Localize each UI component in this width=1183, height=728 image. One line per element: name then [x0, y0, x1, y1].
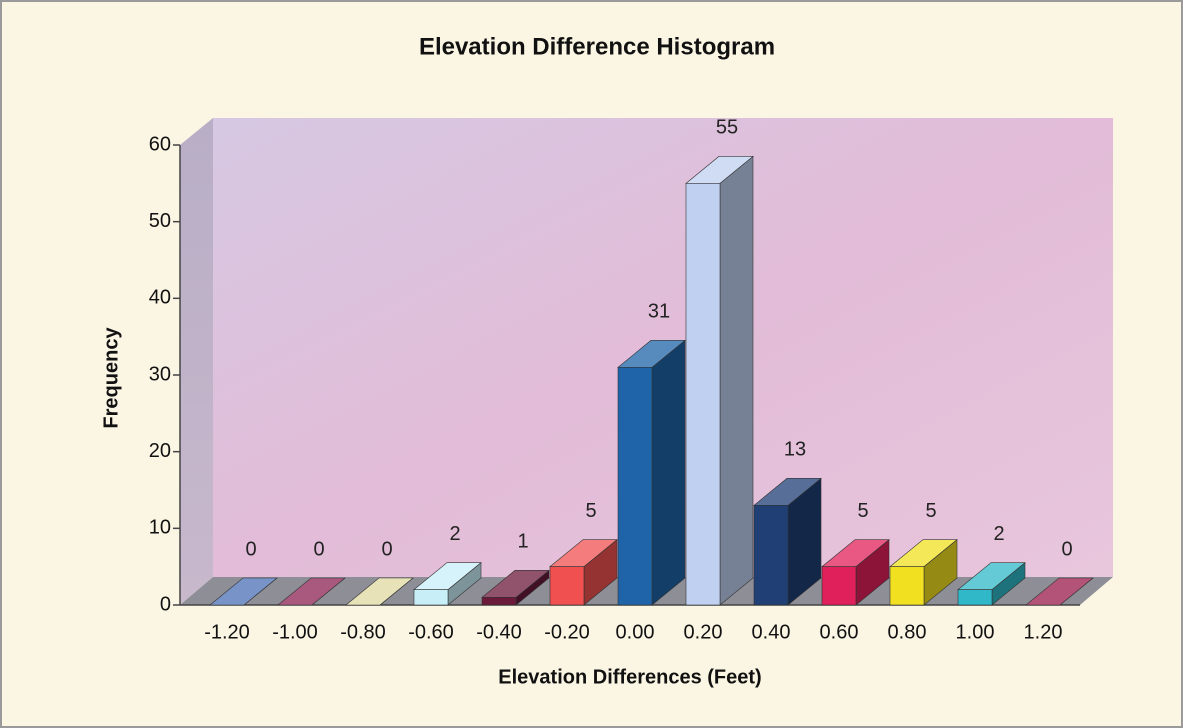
bar	[481, 597, 517, 606]
y-tick-label: 10	[149, 517, 171, 539]
chart-title: Elevation Difference Histogram	[419, 33, 775, 60]
y-tick-label: 50	[149, 210, 171, 232]
bar-side	[651, 339, 686, 606]
x-axis-title: Elevation Differences (Feet)	[498, 666, 761, 688]
y-tick-label: 60	[149, 133, 171, 155]
data-label: 0	[1061, 538, 1072, 560]
data-label: 1	[517, 531, 528, 553]
y-tick-label: 20	[149, 440, 171, 462]
x-tick-label: -0.40	[476, 621, 522, 643]
y-axis-title: Frequency	[100, 327, 122, 429]
x-tick-label: -0.80	[340, 621, 386, 643]
bar	[753, 505, 789, 606]
x-tick-label: 1.20	[1024, 621, 1063, 643]
x-tick-label: -0.20	[544, 621, 590, 643]
x-tick-label: 0.60	[820, 621, 859, 643]
data-label: 0	[245, 538, 256, 560]
data-label: 5	[585, 500, 596, 522]
x-tick-label: 0.00	[616, 621, 655, 643]
bar	[821, 566, 857, 606]
bar	[957, 589, 993, 606]
x-tick-label: 0.40	[752, 621, 791, 643]
bar	[685, 183, 721, 606]
x-tick-label: 1.00	[956, 621, 995, 643]
x-tick-label: -0.60	[408, 621, 454, 643]
side-wall	[180, 118, 213, 605]
data-label: 2	[449, 523, 460, 545]
x-tick-label: 0.80	[888, 621, 927, 643]
x-tick-label: -1.20	[204, 621, 250, 643]
bar	[889, 566, 925, 606]
data-label: 13	[784, 439, 806, 461]
bar	[617, 367, 653, 606]
bar-top	[1025, 577, 1094, 606]
bar	[549, 566, 585, 606]
data-label: 5	[857, 500, 868, 522]
bar-side	[719, 155, 754, 606]
y-tick-label: 30	[149, 363, 171, 385]
bar-top	[345, 577, 414, 606]
data-label: 0	[313, 538, 324, 560]
x-tick-label: -1.00	[272, 621, 318, 643]
bar-top	[277, 577, 346, 606]
y-tick-label: 40	[149, 287, 171, 309]
bar-top	[209, 577, 278, 606]
y-tick-label: 0	[160, 593, 171, 615]
x-tick-label: 0.20	[684, 621, 723, 643]
data-label: 5	[925, 500, 936, 522]
data-label: 2	[993, 523, 1004, 545]
data-label: 55	[716, 117, 738, 139]
data-label: 0	[381, 538, 392, 560]
data-label: 31	[648, 301, 670, 323]
bar	[413, 589, 449, 606]
